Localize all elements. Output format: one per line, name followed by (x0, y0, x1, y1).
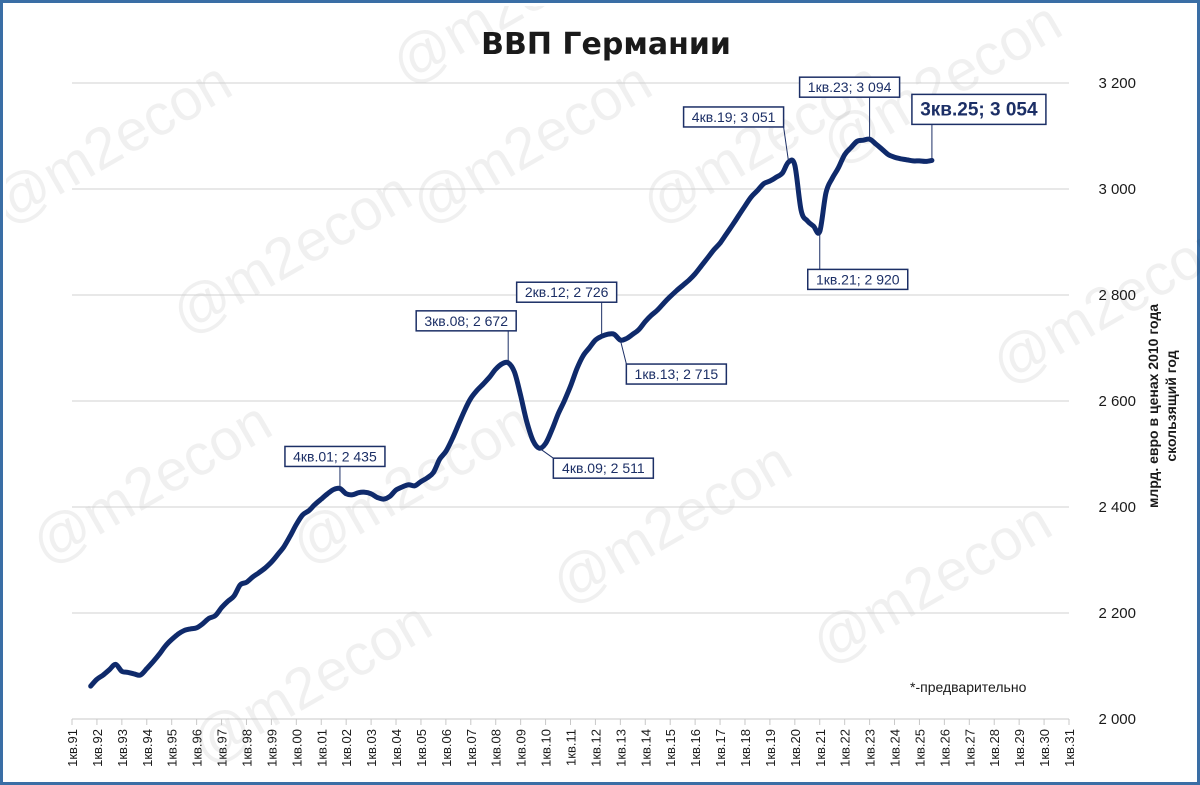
watermark-text: @m2econ (160, 158, 422, 347)
x-tick-label: 1кв.20 (788, 729, 803, 767)
y-axis-label-line-2: скользящий год (1163, 350, 1179, 461)
x-tick-label: 1кв.00 (289, 729, 304, 767)
footnote: *-предварительно (910, 679, 1027, 695)
y-tick-label: 2 000 (1098, 711, 1136, 728)
data-label-text: 3кв.25; 3 054 (920, 99, 1038, 120)
y-axis-label-line-1: млрд. евро в ценах 2010 года (1145, 304, 1161, 508)
x-tick-label: 1кв.12 (588, 729, 603, 767)
data-label-text: 1кв.23; 3 094 (808, 79, 892, 95)
x-tick-label: 1кв.02 (339, 729, 354, 767)
x-tick-label: 1кв.15 (663, 729, 678, 767)
data-label: 4кв.19; 3 051 (682, 106, 790, 163)
x-tick-label: 1кв.99 (264, 729, 279, 767)
x-tick-label: 1кв.10 (539, 729, 554, 767)
x-tick-label: 1кв.96 (190, 729, 205, 767)
y-tick-label: 3 000 (1098, 181, 1136, 198)
x-tick-label: 1кв.06 (439, 729, 454, 767)
data-label: 4кв.01; 2 435 (284, 445, 386, 489)
x-tick-label: 1кв.27 (962, 729, 977, 767)
x-tick-label: 1кв.91 (65, 729, 80, 767)
x-tick-label: 1кв.18 (738, 729, 753, 767)
x-tick-label: 1кв.11 (564, 729, 579, 766)
label-box (515, 281, 618, 303)
x-tick-label: 1кв.30 (1037, 729, 1052, 767)
x-tick-label: 1кв.07 (464, 729, 479, 767)
data-label-text: 4кв.01; 2 435 (293, 448, 377, 464)
y-tick-label: 2 800 (1098, 287, 1136, 304)
label-box (552, 457, 655, 479)
x-tick-label: 1кв.03 (364, 729, 379, 767)
data-label-text: 1кв.21; 2 920 (816, 271, 900, 287)
x-tick-label: 1кв.97 (215, 729, 230, 767)
label-box (911, 93, 1047, 126)
y-tick-label: 2 200 (1098, 605, 1136, 622)
x-tick-label: 1кв.24 (888, 729, 903, 767)
x-tick-label: 1кв.22 (838, 729, 853, 767)
chart-svg: @m2econ@m2econ@m2econ@m2econ@m2econ@m2ec… (6, 6, 1200, 777)
x-tick-label: 1кв.16 (688, 729, 703, 767)
watermark-text: @m2econ (6, 48, 242, 237)
x-tick-label: 1кв.05 (414, 729, 429, 767)
label-leader (539, 447, 554, 459)
x-tick-label: 1кв.23 (863, 729, 878, 767)
x-tick-label: 1кв.25 (912, 729, 927, 767)
data-label: 4кв.09; 2 511 (539, 447, 655, 479)
data-label: 1кв.23; 3 094 (798, 76, 901, 140)
y-tick-label: 2 600 (1098, 393, 1136, 410)
data-label: 1кв.13; 2 715 (619, 339, 728, 385)
y-axis-label: млрд. евро в ценах 2010 года скользящий … (1145, 304, 1179, 508)
label-box (682, 106, 785, 128)
label-box (807, 268, 909, 291)
x-tick-label: 1кв.21 (813, 729, 828, 767)
x-axis: 1кв.91 1кв.92 1кв.93 1кв.94 1кв.95 1кв.96 1кв.… (65, 718, 1077, 767)
data-label-text: 4кв.09; 2 511 (562, 460, 645, 476)
label-leader (619, 339, 627, 365)
watermark-text: @m2econ (20, 388, 282, 577)
data-label: 3кв.08; 2 672 (415, 310, 517, 363)
x-tick-label: 1кв.04 (389, 729, 404, 767)
series-line (88, 136, 935, 689)
x-tick-label: 1кв.31 (1062, 729, 1077, 767)
label-box (415, 310, 517, 332)
chart-title: ВВП Германии (481, 27, 731, 62)
x-tick-label: 1кв.92 (90, 729, 105, 767)
label-leader (783, 126, 790, 163)
data-label: 1кв.21; 2 920 (807, 231, 909, 291)
x-tick-label: 1кв.17 (713, 729, 728, 767)
x-tick-label: 1кв.13 (613, 729, 628, 767)
data-label: 2кв.12; 2 726 (515, 281, 618, 335)
y-tick-label: 3 200 (1098, 75, 1136, 92)
label-box (625, 363, 728, 385)
watermark-text: @m2econ (800, 488, 1062, 677)
data-label-text: 3кв.08; 2 672 (424, 313, 508, 329)
x-tick-label: 1кв.19 (763, 729, 778, 767)
x-tick-label: 1кв.98 (239, 729, 254, 767)
x-tick-label: 1кв.93 (115, 729, 130, 767)
data-label-text: 4кв.19; 3 051 (692, 109, 776, 125)
x-tick-label: 1кв.94 (140, 729, 155, 767)
x-tick-label: 1кв.09 (514, 729, 529, 767)
watermark-text: @m2econ (540, 428, 802, 617)
data-label-text: 2кв.12; 2 726 (525, 284, 609, 300)
x-tick-label: 1кв.14 (638, 729, 653, 767)
x-tick-label: 1кв.26 (937, 729, 952, 767)
annotation-layer: 4кв.01; 2 435 3кв.08; 2 672 4кв.09; 2 511 2… (284, 76, 1047, 489)
x-tick-label: 1кв.28 (987, 729, 1002, 767)
x-tick-label: 1кв.29 (1012, 729, 1027, 767)
label-box (798, 76, 901, 98)
label-box (284, 445, 386, 468)
data-label: 3кв.25; 3 054 (911, 93, 1047, 161)
y-axis: 2 000 2 200 2 400 2 600 2 800 3 000 3 200 (1098, 75, 1136, 728)
x-tick-label: 1кв.08 (489, 729, 504, 767)
data-label-text: 1кв.13; 2 715 (635, 366, 719, 382)
y-tick-label: 2 400 (1098, 499, 1136, 516)
x-tick-label: 1кв.95 (165, 729, 180, 767)
x-tick-label: 1кв.01 (314, 729, 329, 767)
